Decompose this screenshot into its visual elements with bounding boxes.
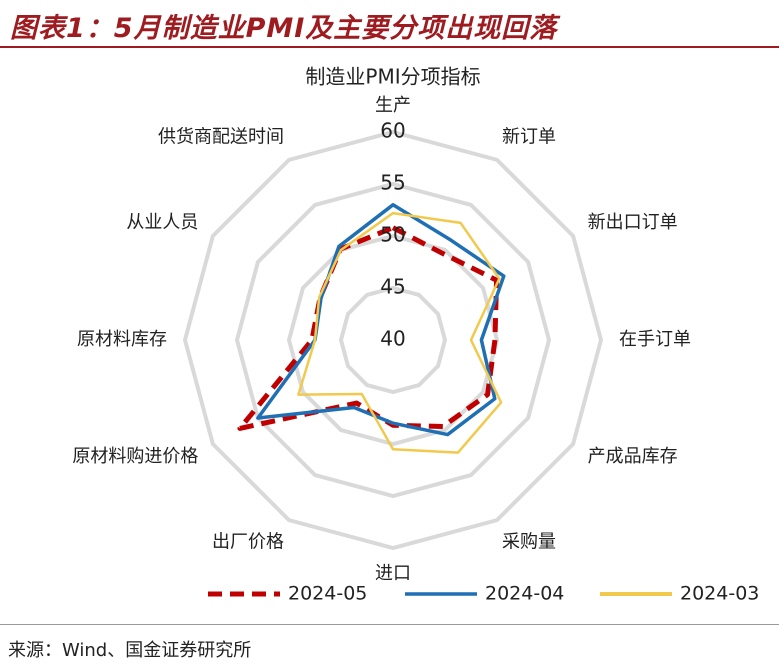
category-label: 原材料购进价格 [72,446,198,467]
chart-title: 制造业PMI分项指标 [305,65,480,89]
r-tick-label: 45 [380,275,405,299]
legend-label: 2024-03 [680,583,759,605]
r-tick-label: 60 [380,119,405,143]
source-note: 来源：Wind、国金证券研究所 [8,640,252,661]
category-label: 原材料库存 [77,329,167,350]
series-line [256,203,506,437]
grid-ring [338,285,448,395]
r-tick-label: 40 [380,327,405,351]
header-rule [0,46,779,48]
category-label: 供货商配送时间 [158,126,284,147]
legend-label: 2024-05 [288,583,367,605]
category-label: 进口 [375,563,411,584]
series-line [297,211,503,454]
legend-label: 2024-04 [485,583,564,605]
r-tick-label: 55 [380,171,405,195]
category-label: 生产 [375,95,411,116]
category-label: 出厂价格 [212,532,284,553]
category-label: 从业人员 [126,212,198,233]
grid-ring [182,129,604,551]
footer-rule [0,624,779,625]
grid-ring [234,181,552,499]
category-label: 产成品库存 [588,446,678,467]
category-label: 新出口订单 [588,212,678,233]
category-label: 采购量 [502,532,556,553]
page-title: 图表1：5月制造业PMI及主要分项出现回落 [10,13,558,44]
category-label: 在手订单 [619,329,691,350]
r-tick-label: 50 [380,223,405,247]
category-label: 新订单 [502,126,556,147]
grid-ring [286,233,500,447]
series-line [237,225,500,431]
